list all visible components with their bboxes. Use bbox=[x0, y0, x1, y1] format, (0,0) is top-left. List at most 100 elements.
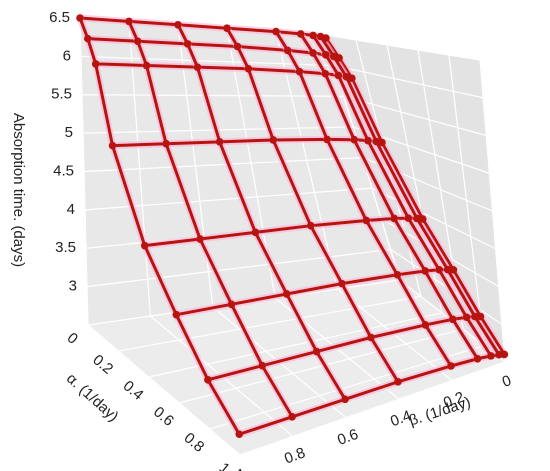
point bbox=[329, 52, 338, 61]
point bbox=[172, 310, 181, 319]
point bbox=[413, 214, 421, 223]
x-tick-label: 1 bbox=[216, 459, 233, 471]
point bbox=[223, 24, 231, 32]
point bbox=[449, 266, 458, 274]
surface bbox=[76, 14, 509, 439]
point bbox=[193, 63, 202, 71]
x-tick-label: 0.2 bbox=[89, 351, 116, 377]
point bbox=[272, 27, 280, 36]
y-tick-label: 0 bbox=[500, 372, 514, 391]
point bbox=[495, 350, 503, 359]
point bbox=[476, 312, 485, 321]
grid-line bbox=[81, 94, 344, 97]
x-tick-label: 0.8 bbox=[180, 429, 207, 455]
point bbox=[215, 138, 224, 146]
grid-line bbox=[343, 95, 487, 137]
point bbox=[133, 37, 142, 46]
point bbox=[435, 265, 443, 274]
point bbox=[404, 214, 413, 222]
point bbox=[162, 139, 170, 148]
wire bbox=[274, 30, 453, 367]
point bbox=[500, 350, 509, 359]
point bbox=[258, 361, 267, 370]
point bbox=[443, 265, 452, 274]
point bbox=[288, 412, 296, 421]
point bbox=[487, 352, 495, 360]
wire bbox=[78, 17, 241, 435]
point bbox=[394, 378, 402, 386]
point bbox=[125, 17, 133, 26]
point bbox=[462, 313, 471, 322]
y-tick-label: 1 bbox=[235, 465, 249, 471]
wire bbox=[127, 20, 294, 418]
point bbox=[282, 290, 291, 298]
wire bbox=[311, 34, 493, 357]
z-tick-label: 6.5 bbox=[49, 9, 70, 26]
point bbox=[283, 46, 292, 55]
point bbox=[140, 241, 149, 250]
point bbox=[342, 73, 351, 81]
point bbox=[295, 67, 304, 76]
z-tick-label: 4 bbox=[67, 201, 75, 218]
point bbox=[321, 69, 330, 78]
point bbox=[251, 228, 260, 237]
grid-line bbox=[83, 156, 363, 173]
point bbox=[322, 51, 330, 59]
z-axis-label: Absorption time. (days) bbox=[10, 113, 27, 267]
point bbox=[309, 31, 317, 40]
grid-line bbox=[334, 65, 484, 99]
grid-line bbox=[86, 248, 391, 288]
grid-line bbox=[324, 34, 481, 61]
point bbox=[204, 376, 212, 384]
z-tick-label: 3.5 bbox=[55, 239, 76, 256]
point bbox=[421, 267, 429, 275]
point bbox=[174, 21, 182, 29]
point bbox=[418, 215, 427, 223]
point bbox=[447, 362, 455, 370]
point bbox=[421, 321, 430, 329]
point bbox=[235, 430, 244, 439]
point bbox=[473, 354, 482, 363]
point bbox=[364, 136, 372, 145]
z-tick-label: 5.5 bbox=[51, 86, 72, 103]
x-axis-label: α. (1/day) bbox=[63, 370, 122, 425]
point bbox=[83, 34, 92, 43]
point bbox=[316, 32, 325, 41]
grid-line bbox=[87, 324, 241, 456]
z-tick-label: 5 bbox=[65, 124, 73, 141]
point bbox=[296, 30, 305, 38]
y-tick-label: 0.6 bbox=[335, 426, 360, 449]
point bbox=[323, 135, 331, 144]
point bbox=[471, 312, 479, 321]
wire bbox=[225, 27, 400, 383]
y-tick-label: 0.2 bbox=[441, 389, 466, 412]
point bbox=[390, 214, 399, 223]
point bbox=[196, 235, 204, 243]
x-tick-label: 0 bbox=[64, 329, 81, 347]
point bbox=[269, 136, 278, 144]
x-tick-label: 0.4 bbox=[120, 377, 147, 403]
x-tick-label: 0.6 bbox=[150, 403, 177, 429]
grid-line bbox=[239, 361, 506, 456]
y-tick-label: 0.8 bbox=[282, 444, 307, 467]
point bbox=[362, 216, 371, 225]
z-tick-label: 3 bbox=[69, 278, 77, 295]
wire bbox=[176, 24, 347, 401]
point bbox=[233, 42, 242, 51]
point bbox=[378, 138, 386, 147]
grid-line bbox=[118, 295, 422, 352]
point bbox=[244, 64, 253, 73]
point bbox=[108, 141, 117, 150]
point bbox=[312, 347, 321, 356]
point bbox=[372, 137, 381, 146]
z-tick-label: 4.5 bbox=[53, 162, 74, 179]
point bbox=[341, 395, 349, 404]
grid-line bbox=[179, 328, 464, 404]
point bbox=[393, 270, 402, 279]
grid-line bbox=[371, 187, 496, 250]
point bbox=[338, 279, 346, 288]
y-tick-label: 0.4 bbox=[388, 407, 413, 430]
grid-line bbox=[209, 345, 485, 430]
point bbox=[448, 315, 457, 324]
